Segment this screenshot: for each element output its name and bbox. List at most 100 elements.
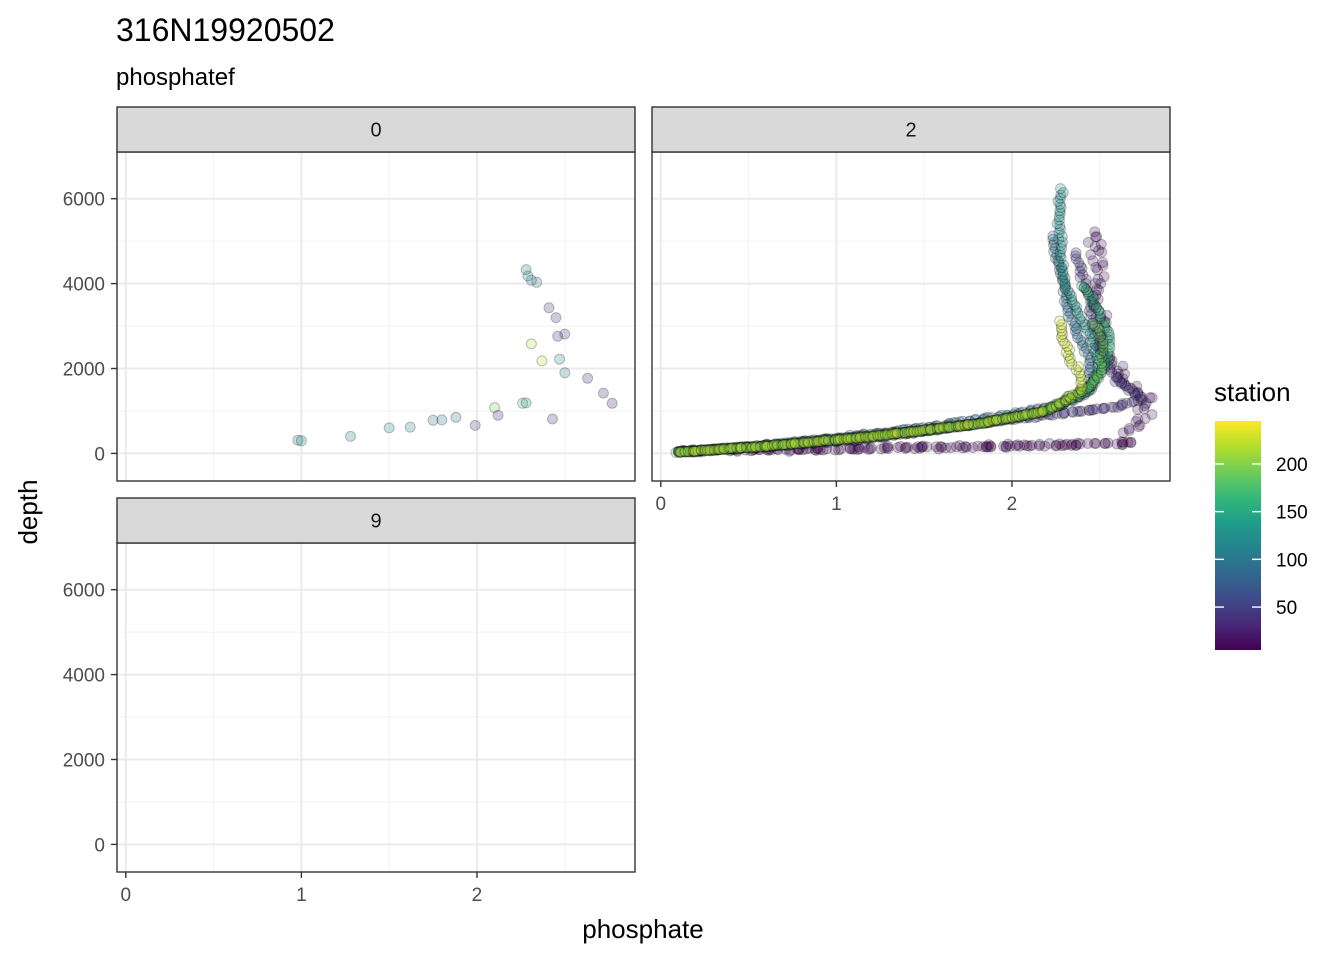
data-point bbox=[937, 421, 949, 433]
facet-panel-9: 9 0 2000 4000 6000 0 1 2 bbox=[63, 497, 636, 906]
data-point bbox=[1055, 183, 1066, 195]
data-point bbox=[863, 431, 875, 443]
data-point bbox=[469, 419, 481, 431]
data-point bbox=[895, 427, 907, 439]
data-point bbox=[875, 429, 886, 441]
data-point bbox=[795, 438, 807, 450]
data-point bbox=[863, 429, 875, 441]
data-point bbox=[707, 444, 719, 456]
data-point bbox=[791, 443, 803, 455]
data-point bbox=[724, 443, 736, 454]
data-point bbox=[1098, 403, 1110, 414]
data-point bbox=[795, 439, 807, 451]
data-point bbox=[1055, 262, 1067, 274]
data-point bbox=[905, 426, 917, 438]
data-point bbox=[994, 415, 1006, 427]
data-point bbox=[782, 438, 794, 450]
data-point bbox=[899, 427, 911, 439]
data-point bbox=[525, 274, 537, 286]
color-legend: station 50 100 150 200 bbox=[1214, 377, 1308, 650]
data-point bbox=[760, 440, 772, 452]
data-point bbox=[785, 444, 796, 456]
data-point bbox=[964, 419, 976, 431]
data-point bbox=[758, 439, 770, 451]
data-point bbox=[1091, 264, 1103, 276]
data-point bbox=[1018, 439, 1030, 451]
data-point bbox=[776, 439, 787, 451]
data-point bbox=[1089, 328, 1101, 340]
data-point bbox=[1130, 416, 1142, 427]
data-point bbox=[1054, 205, 1066, 217]
y-tick-label: 0 bbox=[94, 835, 105, 856]
data-point bbox=[850, 432, 862, 444]
data-point bbox=[923, 422, 935, 433]
data-point bbox=[690, 445, 702, 457]
data-point bbox=[1000, 412, 1012, 424]
data-point bbox=[522, 270, 534, 282]
data-point bbox=[835, 433, 846, 445]
data-point bbox=[1081, 383, 1093, 395]
data-point bbox=[1085, 301, 1096, 313]
data-point bbox=[1091, 349, 1103, 361]
data-point bbox=[972, 418, 984, 430]
data-point bbox=[953, 419, 965, 431]
data-point bbox=[736, 441, 748, 453]
data-point bbox=[712, 444, 724, 456]
data-point bbox=[929, 424, 941, 436]
data-point bbox=[880, 427, 892, 439]
data-point bbox=[704, 444, 716, 456]
data-point bbox=[899, 427, 911, 439]
data-point bbox=[1089, 377, 1101, 389]
data-point bbox=[1095, 308, 1106, 319]
data-point bbox=[1132, 387, 1144, 399]
data-point bbox=[927, 423, 939, 435]
data-point bbox=[1026, 408, 1038, 420]
data-point bbox=[858, 432, 870, 443]
data-point bbox=[974, 417, 986, 429]
data-point bbox=[852, 430, 864, 442]
data-point bbox=[1072, 391, 1084, 403]
data-point bbox=[849, 435, 860, 447]
data-point bbox=[982, 411, 994, 423]
data-point bbox=[1038, 402, 1050, 414]
data-point bbox=[745, 445, 757, 457]
data-point bbox=[996, 409, 1007, 421]
data-point bbox=[1059, 407, 1070, 419]
data-point bbox=[1029, 407, 1040, 419]
data-point bbox=[703, 444, 715, 456]
data-point bbox=[754, 444, 766, 456]
data-point bbox=[925, 424, 937, 436]
data-point bbox=[1032, 403, 1044, 415]
data-point bbox=[799, 435, 811, 447]
data-point bbox=[948, 417, 960, 429]
data-point bbox=[744, 441, 756, 453]
data-point bbox=[1102, 347, 1114, 359]
data-point bbox=[1078, 387, 1090, 399]
data-point bbox=[727, 442, 739, 454]
data-point bbox=[1053, 214, 1065, 226]
data-point bbox=[747, 444, 759, 456]
data-point bbox=[783, 438, 795, 449]
data-point bbox=[788, 437, 800, 449]
data-point bbox=[950, 421, 962, 433]
data-point bbox=[1066, 314, 1078, 326]
data-point bbox=[688, 445, 700, 457]
data-point bbox=[1098, 271, 1110, 283]
data-point bbox=[1115, 400, 1127, 411]
data-point bbox=[788, 436, 800, 448]
data-point bbox=[1045, 402, 1057, 414]
data-point bbox=[1036, 406, 1048, 418]
data-point bbox=[1096, 351, 1108, 363]
data-point bbox=[684, 445, 696, 456]
data-point bbox=[753, 443, 765, 455]
data-point bbox=[1080, 386, 1092, 398]
data-point bbox=[933, 443, 945, 455]
data-point bbox=[982, 416, 994, 428]
data-point bbox=[1100, 437, 1111, 449]
data-point bbox=[1012, 439, 1023, 451]
data-point bbox=[845, 432, 857, 444]
data-point bbox=[1093, 333, 1105, 344]
data-point bbox=[799, 437, 811, 449]
data-point bbox=[1091, 283, 1103, 295]
